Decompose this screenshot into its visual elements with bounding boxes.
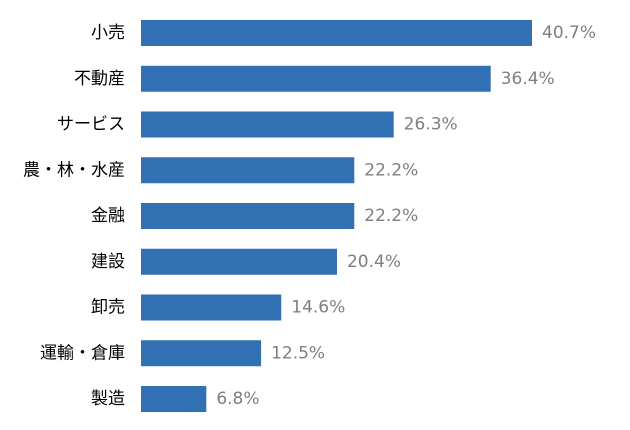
value-label: 14.6% (291, 298, 345, 318)
category-label: 卸売 (91, 298, 125, 318)
category-label: 製造 (91, 389, 125, 409)
category-label: 農・林・水産 (23, 160, 125, 180)
bar (141, 203, 355, 229)
value-label: 12.5% (271, 343, 325, 363)
value-label: 6.8% (216, 389, 259, 409)
bar (141, 248, 337, 275)
value-label: 36.4% (501, 69, 555, 89)
bar (141, 340, 262, 367)
bar (141, 294, 282, 321)
category-label: 運輸・倉庫 (40, 343, 125, 363)
value-label: 40.7% (542, 23, 596, 43)
value-label: 22.2% (364, 206, 418, 226)
bar (141, 65, 491, 92)
bar (141, 111, 394, 138)
bar (141, 20, 533, 46)
value-label: 22.2% (364, 160, 418, 180)
category-label: 建設 (91, 252, 125, 272)
value-label: 26.3% (404, 115, 458, 135)
bar (141, 157, 355, 184)
category-label: 小売 (91, 23, 125, 43)
category-label: サービス (57, 115, 125, 135)
category-label: 不動産 (74, 69, 125, 89)
value-label: 20.4% (347, 252, 401, 272)
bar (141, 386, 207, 412)
category-label: 金融 (91, 206, 125, 226)
